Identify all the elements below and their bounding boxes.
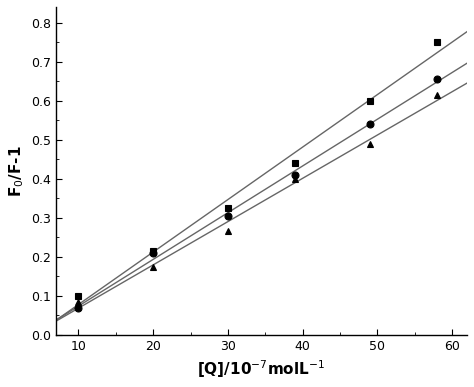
X-axis label: [Q]/10$^{-7}$molL$^{-1}$: [Q]/10$^{-7}$molL$^{-1}$ — [198, 358, 326, 380]
Y-axis label: F$_0$/F-1: F$_0$/F-1 — [7, 145, 26, 197]
